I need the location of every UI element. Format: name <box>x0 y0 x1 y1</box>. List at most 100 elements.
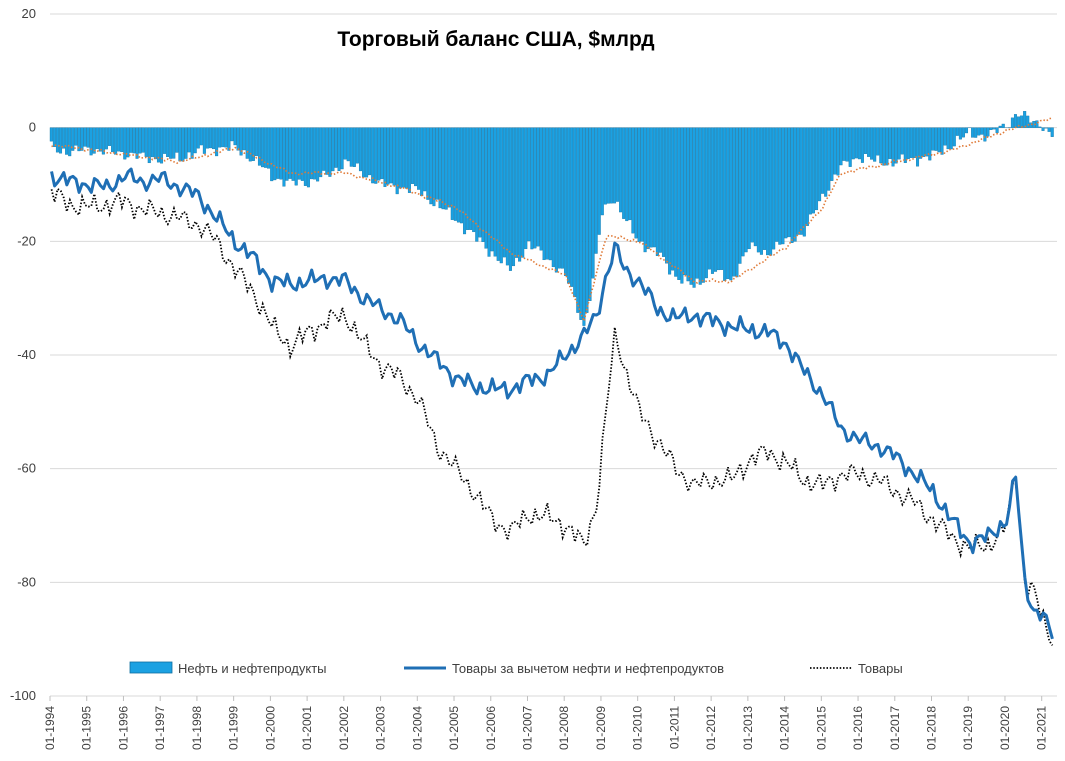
oil-bar <box>398 127 402 189</box>
oil-bar <box>582 127 586 326</box>
x-tick-label: 01-2004 <box>410 706 424 750</box>
oil-bar <box>536 127 540 247</box>
oil-bar <box>208 127 213 149</box>
oil-bar <box>248 127 252 162</box>
y-tick-label: -80 <box>17 574 36 589</box>
oil-bar <box>355 127 359 164</box>
oil-bar <box>790 127 794 243</box>
oil-bar <box>597 127 601 235</box>
oil-bar <box>876 127 880 156</box>
oil-bar <box>368 127 372 176</box>
oil-bar <box>236 127 240 151</box>
oil-bar <box>279 127 283 180</box>
oil-bar <box>897 127 901 160</box>
x-tick-label: 01-1998 <box>190 706 204 750</box>
oil-bar <box>842 127 846 161</box>
oil-bar <box>68 127 72 157</box>
oil-bar <box>860 127 864 163</box>
oil-bar <box>172 127 176 159</box>
oil-bar <box>854 127 858 159</box>
oil-bar <box>135 127 139 159</box>
oil-bar <box>420 127 424 197</box>
oil-bar <box>212 127 216 150</box>
oil-bar <box>640 127 644 242</box>
oil-bar <box>306 127 310 188</box>
oil-bar <box>707 127 711 270</box>
oil-bar <box>111 127 115 153</box>
oil-bar <box>65 127 69 155</box>
oil-bar <box>264 127 268 168</box>
oil-bar <box>276 127 280 179</box>
oil-bar <box>637 127 641 242</box>
oil-bar <box>606 127 610 204</box>
oil-bar <box>698 127 702 285</box>
oil-bar <box>998 125 1002 128</box>
oil-bar <box>701 127 705 283</box>
oil-bar <box>560 127 564 269</box>
oil-bar <box>1047 127 1051 132</box>
x-tick-label: 01-2021 <box>1035 706 1049 750</box>
oil-bar <box>772 127 776 250</box>
oil-bar <box>851 127 855 160</box>
oil-bar <box>974 127 978 138</box>
oil-bar <box>1013 114 1017 128</box>
oil-bar <box>389 127 393 184</box>
oil-bar <box>692 127 696 288</box>
oil-bar <box>417 127 421 190</box>
oil-bar <box>303 127 307 186</box>
oil-bar <box>726 127 730 280</box>
oil-bar <box>288 127 292 179</box>
oil-bar <box>414 127 418 187</box>
oil-bar <box>919 127 923 159</box>
oil-bar <box>230 127 234 142</box>
oil-bars <box>49 111 1054 326</box>
oil-bar <box>784 127 788 239</box>
oil-bar <box>952 127 956 147</box>
oil-bar <box>410 127 415 184</box>
oil-bar <box>166 127 170 157</box>
oil-bar <box>946 127 950 150</box>
oil-bar <box>190 127 194 159</box>
oil-bar <box>92 127 96 154</box>
oil-bar <box>671 127 675 271</box>
oil-bar <box>1026 115 1030 128</box>
oil-bar <box>107 127 112 146</box>
oil-bar <box>539 127 543 251</box>
oil-bar <box>965 127 969 134</box>
oil-bar <box>1023 111 1027 128</box>
oil-bar <box>668 127 672 275</box>
oil-bar <box>502 127 506 258</box>
oil-bar <box>600 127 604 216</box>
oil-bar <box>221 127 225 148</box>
oil-bar <box>349 127 353 167</box>
oil-bar <box>487 127 491 257</box>
gridlines <box>50 13 1057 697</box>
legend: Нефть и нефтепродукты Товары за вычетом н… <box>129 661 903 676</box>
oil-bar <box>521 127 525 258</box>
oil-bar <box>533 127 537 249</box>
oil-bar <box>710 127 714 274</box>
oil-bar <box>463 127 467 235</box>
oil-bar <box>815 127 819 211</box>
oil-bar <box>564 127 568 276</box>
oil-bar <box>282 127 286 187</box>
oil-bar <box>799 127 803 235</box>
oil-bar <box>714 127 718 272</box>
y-tick-label: 0 <box>29 120 36 135</box>
x-tick-label: 01-2016 <box>851 706 865 750</box>
oil-bar <box>1029 122 1033 128</box>
oil-bar <box>759 127 763 255</box>
oil-bar <box>459 127 463 224</box>
oil-bar <box>554 127 558 273</box>
x-tick-label: 01-1995 <box>80 706 94 750</box>
oil-bar <box>52 127 56 147</box>
oil-bar <box>426 127 430 200</box>
oil-bar <box>202 127 206 154</box>
oil-bar <box>453 127 457 221</box>
oil-bar <box>352 127 356 167</box>
oil-bar <box>251 127 255 161</box>
series-lines <box>50 167 1054 646</box>
oil-bar <box>499 127 503 264</box>
oil-bar <box>557 127 561 269</box>
oil-bar <box>802 127 806 237</box>
